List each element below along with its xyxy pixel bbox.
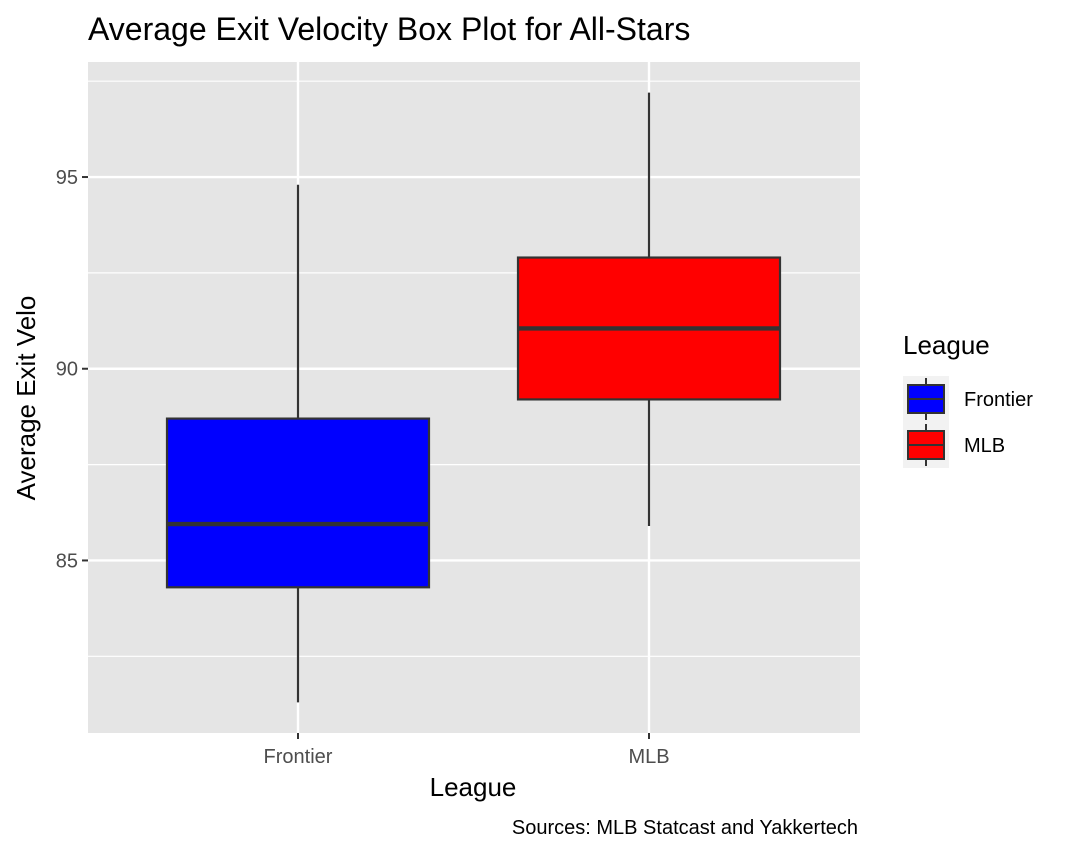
x-tick-label-0: Frontier [264, 746, 333, 768]
box-frontier [165, 184, 431, 703]
y-tick-label-2: 95 [56, 167, 78, 189]
legend-key-mlb [903, 422, 949, 468]
legend: League Frontier MLB [903, 330, 1033, 468]
y-axis-title: Average Exit Velo [11, 296, 41, 501]
legend-label-mlb: MLB [964, 435, 1005, 457]
legend-label-frontier: Frontier [964, 389, 1033, 411]
box-layer [165, 92, 782, 703]
x-tick-label-1: MLB [628, 746, 669, 768]
box-mlb [516, 92, 782, 526]
x-axis-title: League [430, 772, 517, 802]
chart-caption: Sources: MLB Statcast and Yakkertech [512, 817, 858, 839]
chart-title: Average Exit Velocity Box Plot for All-S… [88, 11, 690, 47]
y-tick-label-0: 85 [56, 550, 78, 572]
iqr-box-frontier [165, 417, 431, 589]
legend-title: League [903, 330, 990, 360]
axis-layer: 85 90 95 Frontier MLB [56, 167, 670, 768]
y-tick-label-1: 90 [56, 359, 78, 381]
legend-key-frontier [903, 376, 949, 422]
